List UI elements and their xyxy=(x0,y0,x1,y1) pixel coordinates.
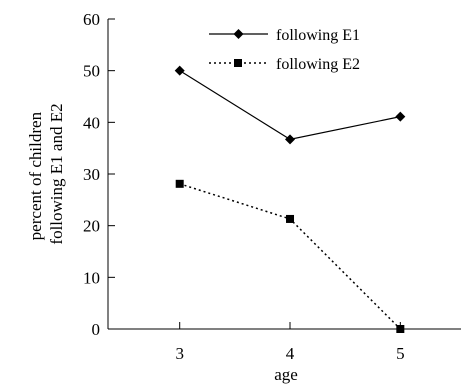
y-tick-label: 20 xyxy=(83,217,100,236)
x-tick-label: 3 xyxy=(175,344,184,363)
legend-label-e1: following E1 xyxy=(276,27,360,44)
data-point-e1 xyxy=(395,111,406,122)
x-tick-label: 4 xyxy=(286,344,295,363)
legend-marker-e1 xyxy=(233,29,244,39)
legend-marker-e2 xyxy=(234,59,242,67)
y-axis-label: percent of children following E1 and E2 xyxy=(26,103,66,244)
y-tick-label: 40 xyxy=(83,113,100,132)
x-axis-ticks: 3 4 5 xyxy=(175,322,405,363)
series-line-e1 xyxy=(179,70,401,141)
data-point-e2 xyxy=(175,179,184,188)
y-axis-label-line-2: following E1 and E2 xyxy=(47,103,66,244)
y-axis-label-line-1: percent of children xyxy=(26,111,45,240)
data-point-e1 xyxy=(285,134,296,145)
series-line-e2 xyxy=(179,183,401,330)
y-tick-label: 10 xyxy=(83,268,100,287)
data-point-e2 xyxy=(286,214,295,223)
legend: following E1 following E2 xyxy=(209,27,360,73)
y-tick-label: 60 xyxy=(83,10,100,29)
y-axis-ticks: 0 10 20 30 40 50 60 xyxy=(83,10,115,339)
legend-label-e2: following E2 xyxy=(276,56,360,73)
series-layer xyxy=(174,65,406,333)
x-axis-label: age xyxy=(274,365,298,384)
x-tick-label: 5 xyxy=(396,344,405,363)
data-point-e2 xyxy=(396,325,405,333)
y-tick-label: 0 xyxy=(92,320,101,339)
y-tick-label: 30 xyxy=(83,165,100,184)
data-point-e1 xyxy=(174,65,185,76)
y-tick-label: 50 xyxy=(83,62,100,81)
